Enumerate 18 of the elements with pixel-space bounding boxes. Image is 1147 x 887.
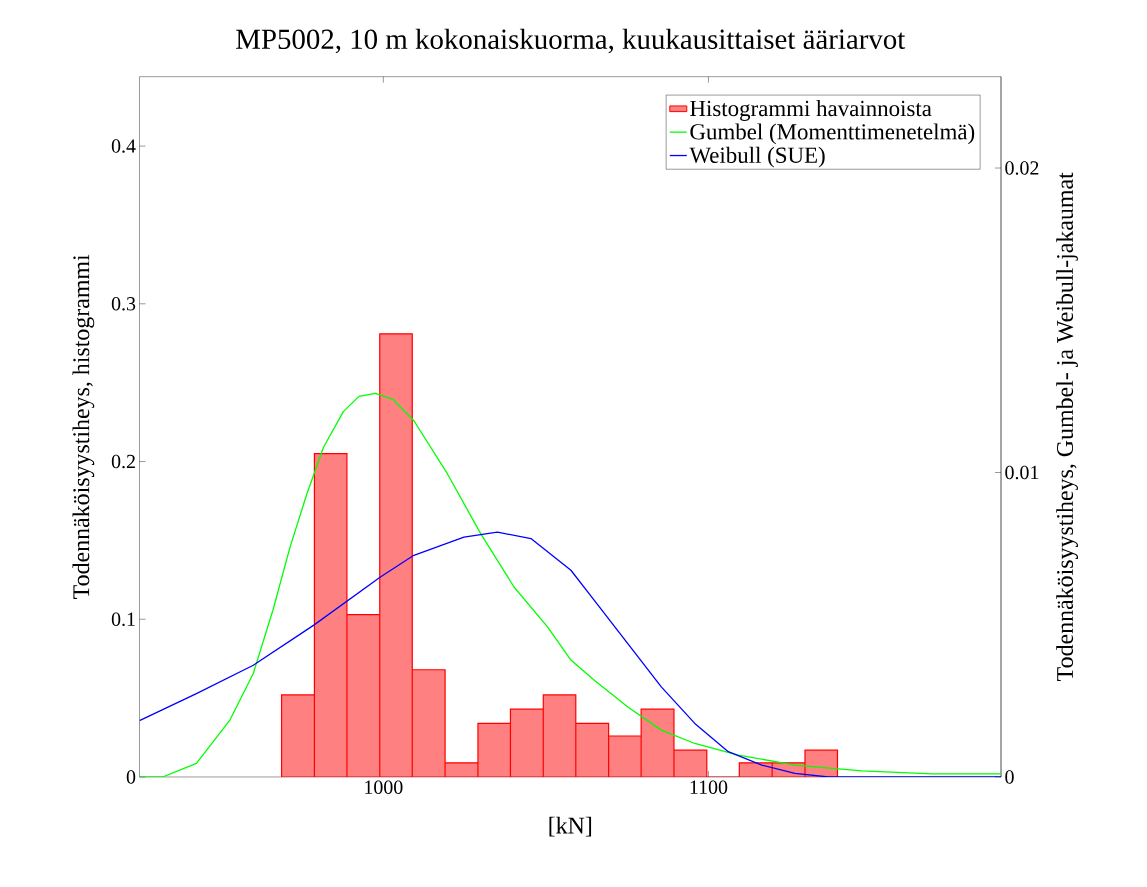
legend-label: Weibull (SUE) <box>689 146 825 168</box>
y-tick-label: 0.4 <box>111 139 136 153</box>
y2-tick-label: 0 <box>1005 770 1014 784</box>
y-tick-label: 0.3 <box>111 297 136 311</box>
y-axis-title: Todennäköisyystiheys, histogrammi <box>72 254 95 599</box>
x-axis-title: [kN] <box>549 816 592 837</box>
x-tick-label: 1100 <box>690 780 728 794</box>
y2-tick-label: 0.01 <box>1005 465 1039 480</box>
x-tick-label: 1000 <box>365 780 403 794</box>
legend-label: Histogrammi havainnoista <box>690 100 932 121</box>
y-tick-label: 0 <box>126 770 136 784</box>
y2-tick-label: 0.02 <box>1005 161 1039 175</box>
y2-axis-title: Todennäköisyystiheys, Gumbel- ja Weibull-jakaumat <box>1056 172 1078 681</box>
legend-label: Gumbel (Momenttimenetelmä) <box>690 123 975 145</box>
line-series <box>139 392 1002 777</box>
chart-title: MP5002, 10 m kokonaiskuorma, kuukausittaiset ääriarvot <box>236 28 906 54</box>
y-tick-label: 0.2 <box>111 454 135 469</box>
y-tick-label: 0.1 <box>111 612 135 627</box>
